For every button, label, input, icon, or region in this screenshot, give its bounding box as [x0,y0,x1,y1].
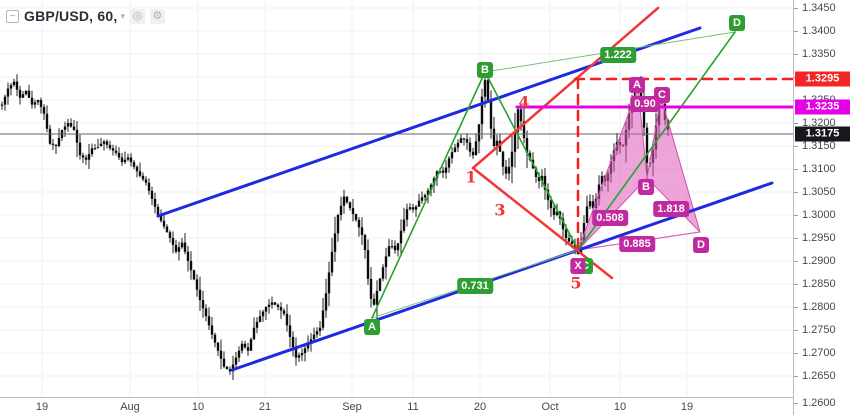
price-tick-label: 1.3350 [802,48,836,60]
price-tick-label: 1.3200 [802,117,836,129]
time-tick-label: 10 [191,401,205,413]
price-tick-mark [794,8,798,9]
price-tick-label: 1.2900 [802,255,836,267]
price-badge: 1.3175 [795,126,850,142]
xabcd-ratio-label[interactable]: 1.818 [653,201,689,217]
price-tick-label: 1.2750 [802,324,836,336]
xabcd-ratio-label[interactable]: 0.508 [592,210,628,226]
xabcd-point-label[interactable]: B [638,179,654,195]
chart-overlay: ABCD0.7311.222XABCD0.900.5081.8180.88513… [364,15,745,335]
abcd-point-label[interactable]: B [477,62,493,78]
time-tick-label: 19 [35,401,49,413]
chart-svg[interactable] [0,0,793,397]
time-tick-label: Oct [541,401,559,413]
time-tick-label: Aug [120,401,140,413]
abcd-ratio-label[interactable]: 1.222 [600,47,636,63]
price-tick-mark [794,261,798,262]
xabcd-point-label[interactable]: X [570,258,586,274]
price-tick-label: 1.3450 [802,2,836,14]
price-tick-mark [794,123,798,124]
time-tick-label: 10 [613,401,627,413]
red-trend-line [471,6,660,170]
price-tick-label: 1.3100 [802,163,836,175]
price-badge: 1.3295 [795,71,850,87]
abcd-point-label[interactable]: D [729,15,745,31]
time-axis[interactable]: 19 Aug 10 21 Sep 11 20 Oct 10 19 [0,397,793,415]
price-tick-mark [794,376,798,377]
xabcd-ratio-label[interactable]: 0.90 [630,96,660,112]
price-badge: 1.3235 [795,99,850,115]
price-tick-mark [794,403,798,404]
legend: − GBP/USD, 60, ▾ ◎ ⚙ [6,7,165,25]
chart-canvas[interactable]: ABCD0.7311.222XABCD0.900.5081.8180.88513… [0,0,793,397]
price-tick-mark [794,31,798,32]
price-tick-mark [794,169,798,170]
price-tick-label: 1.2650 [802,370,836,382]
price-tick-label: 1.3050 [802,186,836,198]
price-tick-mark [794,192,798,193]
price-tick-mark [794,215,798,216]
time-tick-label: Sep [342,401,362,413]
xabcd-ratio-label[interactable]: 0.885 [619,236,655,252]
price-tick-label: 1.2600 [802,397,836,409]
price-tick-label: 1.2850 [802,278,836,290]
price-tick-label: 1.2950 [802,232,836,244]
price-tick-mark [794,353,798,354]
symbol-title[interactable]: GBP/USD, 60, [24,8,118,24]
abcd-ratio-label[interactable]: 0.731 [457,278,493,294]
gear-icon[interactable]: ⚙ [149,8,165,24]
time-tick-label: 11 [407,401,419,413]
price-axis[interactable]: 1.34501.34001.33501.33001.32501.32001.31… [793,0,850,415]
time-tick-label: 19 [680,401,694,413]
xabcd-point-label[interactable]: A [629,77,645,93]
price-tick-mark [794,238,798,239]
price-tick-label: 1.2700 [802,347,836,359]
price-tick-mark [794,146,798,147]
xabcd-point-label[interactable]: D [693,237,709,253]
elliott-wave-number[interactable]: 3 [494,200,506,220]
abcd-point-label[interactable]: A [364,319,380,335]
price-tick-label: 1.2800 [802,301,836,313]
elliott-wave-number[interactable]: 5 [570,273,582,293]
price-tick-mark [794,54,798,55]
time-tick-label: 21 [258,401,272,413]
price-tick-mark [794,307,798,308]
collapse-icon[interactable]: − [6,9,19,23]
circle-icon[interactable]: ◎ [129,8,145,24]
price-tick-label: 1.3400 [802,25,836,37]
price-tick-mark [794,284,798,285]
elliott-wave-number[interactable]: 4 [518,92,530,112]
elliott-wave-number[interactable]: 1 [465,167,477,187]
time-tick-label: 20 [473,401,487,413]
chevron-down-icon[interactable]: ▾ [120,10,125,21]
price-tick-mark [794,330,798,331]
abcd-pattern-line [371,71,486,319]
price-tick-label: 1.3150 [802,140,836,152]
price-tick-label: 1.3000 [802,209,836,221]
abcd-pattern-line [484,71,579,251]
